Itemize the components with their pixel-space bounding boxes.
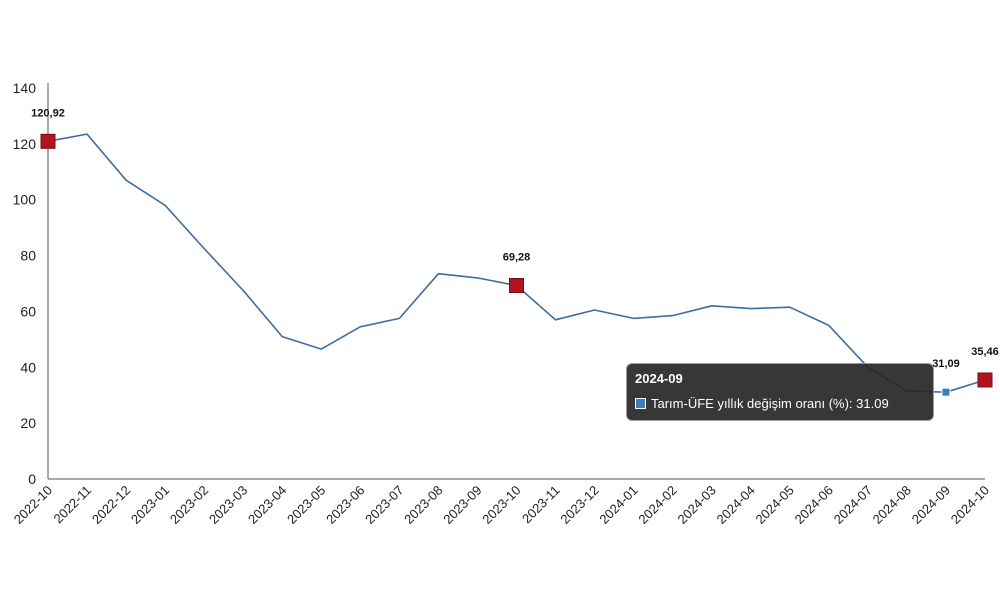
y-tick-label: 120 [13,136,37,152]
tooltip-title: 2024-09 [635,371,683,386]
x-axis-labels: 2022-102022-112022-122023-012023-022023-… [11,483,992,527]
x-tick-label: 2024-07 [831,483,875,527]
y-axis-labels: 0 20 40 60 80 100 120 140 [13,80,37,487]
x-tick-label: 2024-05 [753,483,797,527]
data-marker [977,372,993,388]
x-tick-label: 2023-08 [401,483,445,527]
x-tick-label: 2022-11 [50,483,94,527]
x-tick-label: 2023-11 [519,483,563,527]
x-tick-label: 2024-02 [635,483,679,527]
data-label: 31,09 [932,358,960,370]
x-tick-label: 2023-07 [362,483,406,527]
y-tick-label: 0 [28,471,36,487]
x-tick-label: 2023-10 [479,483,523,527]
y-tick-label: 20 [20,415,36,431]
x-tick-label: 2024-08 [870,483,914,527]
y-tick-label: 80 [20,248,36,264]
x-tick-label: 2023-05 [284,483,328,527]
y-tick-label: 140 [13,80,37,96]
x-tick-label: 2023-03 [206,483,250,527]
x-tick-label: 2023-01 [128,483,172,527]
y-tick-label: 100 [13,192,37,208]
x-tick-label: 2024-10 [948,483,992,527]
data-marker [40,133,56,149]
data-labels: 120,92 69,28 31,09 35,46 [31,107,999,370]
tooltip: 2024-09 Tarım-ÜFE yıllık değişim oranı (… [626,363,934,421]
tooltip-text: Tarım-ÜFE yıllık değişim oranı (%): 31.0… [651,396,889,411]
tooltip-row: Tarım-ÜFE yıllık değişim oranı (%): 31.0… [635,396,925,411]
data-markers [40,133,993,397]
x-tick-label: 2024-03 [674,483,718,527]
x-tick-label: 2023-06 [323,483,367,527]
y-tick-label: 40 [20,359,36,375]
x-tick-label: 2023-02 [167,483,211,527]
x-tick-label: 2024-06 [792,483,836,527]
x-tick-label: 2023-04 [245,483,289,527]
data-label: 35,46 [971,346,999,358]
x-tick-label: 2022-10 [11,483,55,527]
x-tick-label: 2024-04 [714,483,758,527]
data-marker [941,387,951,397]
data-label: 69,28 [503,252,531,264]
x-tick-label: 2023-12 [557,483,601,527]
x-tick-label: 2024-01 [596,483,640,527]
x-tick-label: 2022-12 [89,483,133,527]
x-tick-label: 2023-09 [440,483,484,527]
y-tick-label: 60 [20,303,36,319]
data-label: 120,92 [31,107,65,119]
data-marker [509,278,524,294]
tooltip-series-swatch [635,398,646,409]
x-tick-label: 2024-09 [909,483,953,527]
